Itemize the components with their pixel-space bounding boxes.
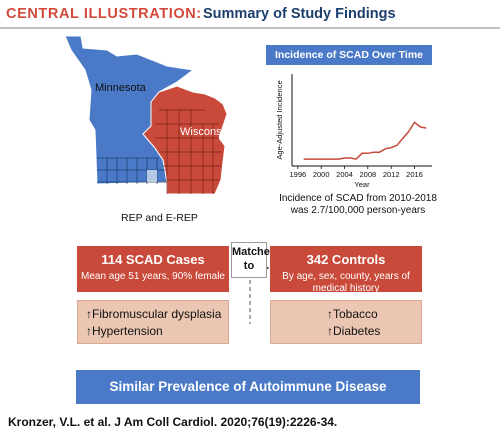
x-tick-label: 2004 bbox=[336, 170, 353, 179]
matched-line2: to bbox=[243, 260, 255, 272]
controls-card: 342 Controls By age, sex, county, years … bbox=[270, 246, 422, 294]
header-label: CENTRAL ILLUSTRATION: bbox=[6, 6, 202, 22]
cases-card: 114 SCAD Cases Mean age 51 years, 90% fe… bbox=[77, 246, 229, 292]
cases-title: 114 SCAD Cases bbox=[101, 252, 205, 267]
controls-finding-1: ↑Tobacco bbox=[327, 307, 378, 321]
wisconsin-county-lines bbox=[155, 109, 221, 194]
controls-subtitle: By age, sex, county, years of medical hi… bbox=[282, 271, 410, 294]
x-tick-label: 2012 bbox=[383, 170, 400, 179]
y-axis-label: Age-Adjusted Incidence bbox=[275, 80, 284, 159]
x-tick-label: 1996 bbox=[289, 170, 306, 179]
controls-findings-card: ↑Tobacco ↑Diabetes bbox=[270, 300, 422, 344]
incidence-note: Incidence of SCAD from 2010-2018 was 2.7… bbox=[279, 193, 437, 216]
controls-finding-2: ↑Diabetes bbox=[327, 324, 381, 338]
minnesota-label: Minnesota bbox=[95, 82, 146, 94]
cases-findings-card: ↑Fibromuscular dysplasia ↑Hypertension bbox=[77, 300, 229, 344]
matched-box: Matched to bbox=[231, 242, 277, 278]
incidence-series-line bbox=[303, 121, 427, 160]
map-graphic bbox=[64, 35, 228, 195]
controls-title: 342 Controls bbox=[306, 252, 386, 267]
incidence-chart: 1996 2000 2004 2008 2012 2016 Year Age-Adjusted… bbox=[275, 74, 432, 189]
citation: Kronzer, V.L. et al. J Am Coll Cardiol. … bbox=[8, 415, 338, 429]
chart-title: Incidence of SCAD Over Time bbox=[266, 45, 432, 65]
cases-subtitle: Mean age 51 years, 90% female bbox=[81, 271, 225, 282]
cases-finding-2: ↑Hypertension bbox=[86, 324, 163, 338]
header-bar: CENTRAL ILLUSTRATION: Summary of Study F… bbox=[0, 0, 500, 29]
olmsted-county bbox=[147, 170, 157, 182]
wisconsin-label: Wisconsin bbox=[180, 126, 231, 138]
x-tick-label: 2008 bbox=[359, 170, 376, 179]
x-axis-label: Year bbox=[354, 180, 370, 189]
cases-finding-1: ↑Fibromuscular dysplasia bbox=[86, 307, 222, 321]
x-tick-label: 2000 bbox=[313, 170, 330, 179]
x-tick-label: 2016 bbox=[406, 170, 423, 179]
matched-line1: Matched bbox=[232, 246, 277, 258]
map-caption: REP and E-REP bbox=[121, 212, 198, 224]
conclusion-bar: Similar Prevalence of Autoimmune Disease bbox=[76, 370, 420, 404]
wisconsin-shape bbox=[142, 85, 228, 195]
header-subtitle: Summary of Study Findings bbox=[203, 6, 396, 22]
